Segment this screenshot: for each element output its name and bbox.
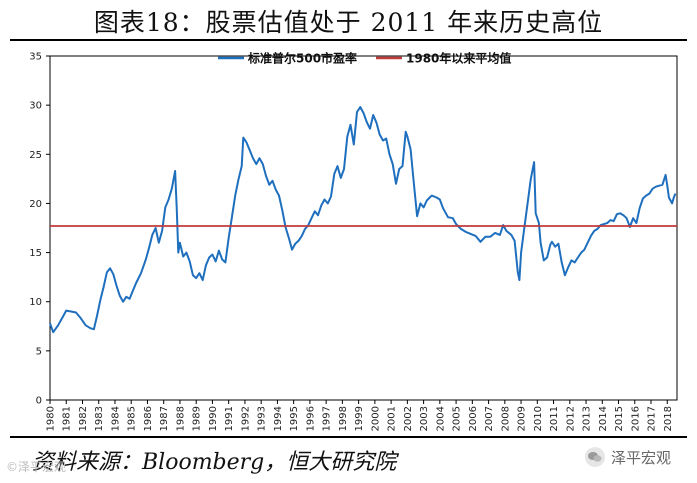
y-tick-label: 0 <box>36 396 42 407</box>
x-tick-label: 1984 <box>110 406 121 431</box>
x-tick-label: 2003 <box>419 406 430 431</box>
brand-watermark: 泽平宏观 <box>584 446 671 468</box>
y-tick-label: 35 <box>29 52 42 63</box>
x-tick-label: 1989 <box>192 406 203 431</box>
x-tick-label: 1994 <box>273 406 284 431</box>
x-tick-label: 2014 <box>598 406 609 431</box>
source-note: 资料来源：Bloomberg，恒大研究院 <box>32 450 397 475</box>
x-tick-label: 2018 <box>663 406 674 431</box>
x-tick-label: 2002 <box>403 406 414 431</box>
x-tick-label: 1999 <box>354 406 365 431</box>
y-tick-label: 15 <box>29 248 42 259</box>
legend-label: 标准普尔500市盈率 <box>247 51 357 66</box>
brand-text: 泽平宏观 <box>611 448 672 467</box>
wechat-icon <box>585 447 605 467</box>
plot-frame <box>49 55 678 401</box>
chart-legend: 标准普尔500市盈率 1980年以来平均值 <box>218 51 511 66</box>
x-tick-label: 2010 <box>533 406 544 431</box>
x-tick-label: 1992 <box>240 406 251 431</box>
x-tick-label: 1987 <box>159 406 170 431</box>
title-divider <box>10 39 687 41</box>
x-tick-label: 1985 <box>127 406 138 431</box>
x-tick-label: 1980 <box>46 406 57 431</box>
x-tick-label: 1991 <box>224 406 235 431</box>
x-tick-label: 2015 <box>614 406 625 431</box>
x-tick-label: 2017 <box>647 406 658 431</box>
pe-ratio-line <box>49 106 677 334</box>
x-tick-label: 2009 <box>517 406 528 431</box>
x-tick-label: 2012 <box>565 406 576 431</box>
x-tick-label: 1981 <box>62 406 73 431</box>
y-tick-label: 25 <box>29 150 42 161</box>
source-divider <box>10 436 687 438</box>
series-layer <box>49 106 677 334</box>
x-tick-label: 2011 <box>549 406 560 431</box>
x-tick-label: 2004 <box>435 406 446 431</box>
y-tick-label: 20 <box>29 199 42 210</box>
chart-axes: 0 5 10 15 20 25 30 35 1980 1981 1982 1983 1984 1985 19… <box>29 52 678 431</box>
chart-title: 图表18：股票估值处于 2011 年来历史高位 <box>93 8 604 37</box>
x-tick-label: 2000 <box>370 406 381 431</box>
y-tick-label: 30 <box>29 101 42 112</box>
x-tick-label: 1993 <box>257 406 268 431</box>
x-tick-label: 2005 <box>452 406 463 431</box>
x-tick-label: 1996 <box>305 406 316 431</box>
y-tick-label: 5 <box>36 346 42 357</box>
x-tick-label: 1995 <box>289 406 300 431</box>
y-tick-label: 10 <box>29 297 42 308</box>
legend-label: 1980年以来平均值 <box>406 51 511 66</box>
x-tick-label: 2016 <box>630 406 641 431</box>
x-tick-label: 1998 <box>338 406 349 431</box>
x-tick-label: 2008 <box>500 406 511 431</box>
x-tick-label: 2001 <box>387 406 398 431</box>
x-tick-label: 1983 <box>94 406 105 431</box>
x-tick-label: 1997 <box>322 406 333 431</box>
x-tick-label: 1988 <box>175 406 186 431</box>
x-tick-label: 1982 <box>78 406 89 431</box>
x-tick-label: 2013 <box>582 406 593 431</box>
watermark-left: ©泽平宏观 <box>6 460 67 474</box>
x-tick-label: 1990 <box>208 406 219 431</box>
x-tick-label: 2006 <box>468 406 479 431</box>
x-tick-label: 1986 <box>143 406 154 431</box>
x-tick-label: 2007 <box>484 406 495 431</box>
